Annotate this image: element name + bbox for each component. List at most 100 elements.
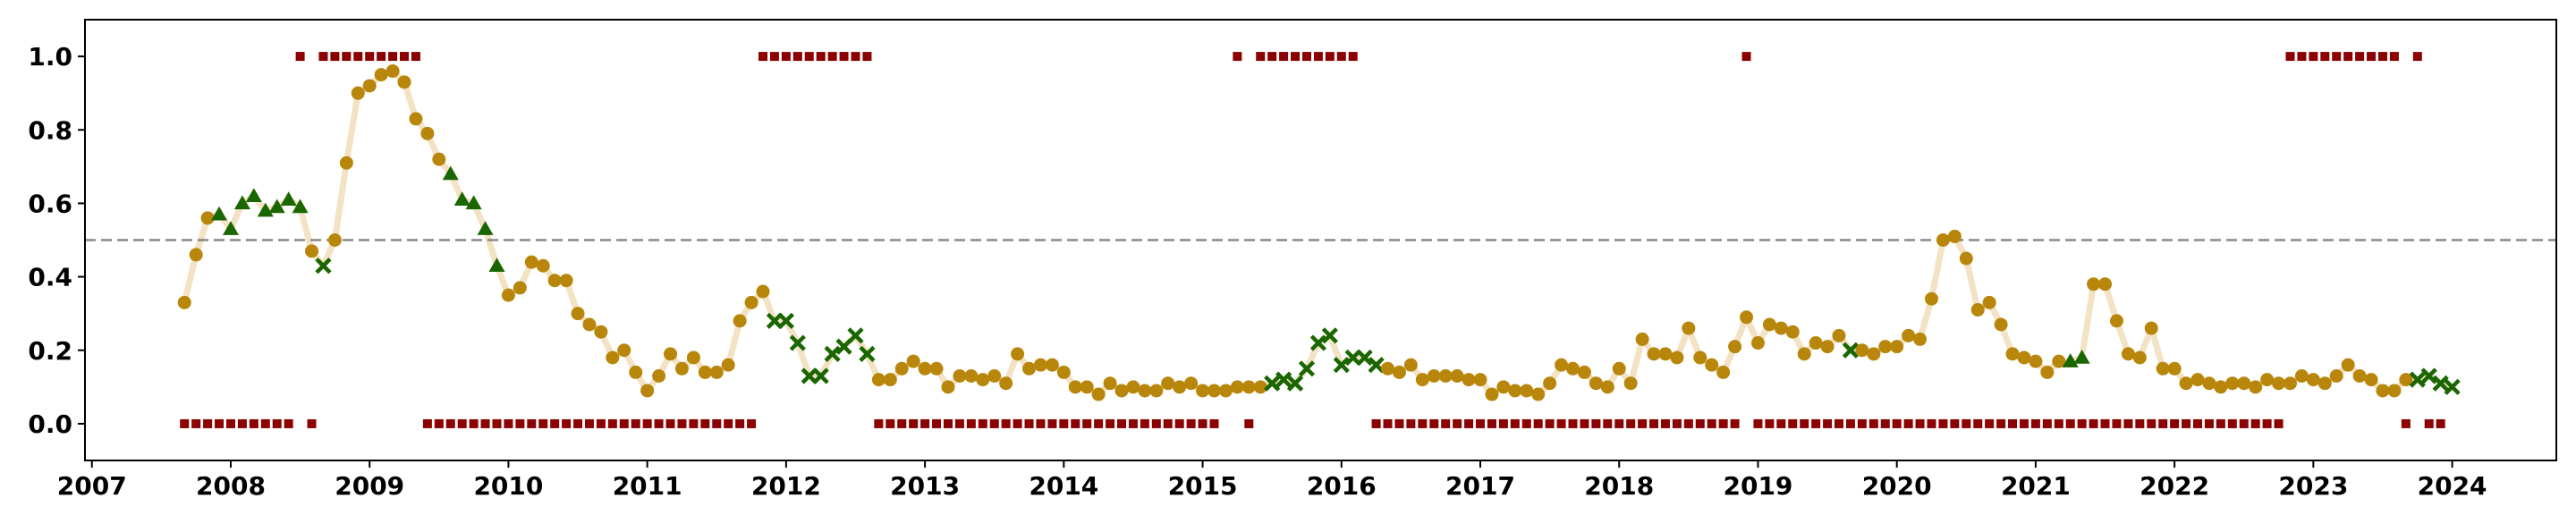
data-point-circle: [674, 361, 689, 376]
cross-stroke: [1333, 357, 1350, 374]
data-point-cross: [1264, 375, 1281, 392]
flag-low-marker: [2216, 418, 2225, 428]
flag-high-marker: [1279, 52, 1289, 62]
data-point-cross: [847, 327, 864, 344]
flag-high-marker: [2297, 52, 2307, 62]
flag-low-marker: [1845, 418, 1855, 428]
flag-low-marker: [1603, 418, 1613, 428]
data-point-circle: [571, 307, 585, 321]
flag-low-marker: [1453, 418, 1462, 428]
x-tick-label: 2008: [196, 471, 266, 501]
data-point-circle: [1126, 380, 1140, 394]
y-tick-label: 1.0: [28, 42, 72, 72]
flag-low-marker: [1036, 418, 1046, 428]
flag-low-marker: [2112, 418, 2122, 428]
data-point-circle: [1600, 380, 1614, 394]
flag-low-marker: [1765, 418, 1775, 428]
data-point-circle: [721, 358, 735, 372]
data-point-circle: [941, 380, 955, 394]
flag-high-marker: [2412, 52, 2422, 62]
data-point-triangle: [477, 221, 494, 235]
data-point-circle: [1890, 340, 1904, 354]
flag-low-marker: [1441, 418, 1451, 428]
flag-low-marker: [434, 418, 444, 428]
data-point-circle: [2109, 314, 2123, 328]
data-point-circle: [1462, 373, 1476, 387]
flag-low-marker: [1198, 418, 1208, 428]
data-point-circle: [2190, 373, 2205, 387]
flag-high-marker: [318, 52, 328, 62]
flag-low-marker: [1718, 418, 1728, 428]
flag-low-marker: [457, 418, 467, 428]
data-point-circle: [2098, 277, 2113, 291]
data-point-circle: [1520, 384, 1534, 398]
data-point-circle: [1207, 384, 1221, 398]
flag-low-marker: [584, 418, 594, 428]
data-point-triangle: [257, 202, 274, 217]
flag-low-marker: [2135, 418, 2145, 428]
data-point-circle: [1184, 376, 1199, 391]
flag-low-marker: [445, 418, 455, 428]
data-point-cross: [1842, 342, 1860, 359]
flag-low-marker: [1556, 418, 1566, 428]
flag-high-marker: [2285, 52, 2295, 62]
data-point-circle: [871, 373, 886, 387]
flag-high-marker: [2309, 52, 2318, 62]
flag-low-marker: [989, 418, 999, 428]
flag-low-marker: [1094, 418, 1104, 428]
data-point-circle: [2318, 376, 2332, 391]
data-point-circle: [386, 64, 400, 79]
cross-stroke: [2432, 375, 2449, 392]
data-point-cross: [2432, 375, 2449, 392]
data-point-circle: [2399, 373, 2413, 387]
data-point-cross: [1321, 327, 1338, 344]
flag-low-marker: [747, 418, 757, 428]
flag-low-marker: [665, 418, 675, 428]
data-point-circle: [339, 156, 353, 170]
flag-low-marker: [1545, 418, 1555, 428]
data-point-cross: [2420, 367, 2437, 384]
data-point-circle: [2029, 354, 2043, 368]
cross-stroke: [2444, 378, 2461, 395]
data-point-circle: [1820, 340, 1835, 354]
flag-low-marker: [422, 418, 432, 428]
data-point-cross: [835, 338, 852, 355]
flag-high-marker: [330, 52, 340, 62]
data-point-triangle: [245, 188, 262, 202]
data-point-circle: [1589, 376, 1603, 391]
data-point-circle: [327, 233, 342, 247]
flag-low-marker: [1487, 418, 1496, 428]
flag-low-marker: [920, 418, 930, 428]
data-point-circle: [1241, 380, 1256, 394]
flag-low-marker: [1117, 418, 1127, 428]
flag-low-marker: [1047, 418, 1057, 428]
data-point-circle: [1161, 376, 1175, 391]
flag-low-marker: [2424, 418, 2434, 428]
x-tick-label: 2007: [57, 471, 127, 501]
data-point-circle: [1785, 325, 1800, 339]
data-point-circle: [756, 284, 770, 299]
data-point-circle: [709, 365, 724, 379]
cross-stroke: [789, 334, 806, 351]
data-point-circle: [1103, 376, 1117, 391]
flag-low-marker: [1962, 418, 1971, 428]
data-point-circle: [1809, 336, 1823, 350]
cross-stroke: [315, 258, 332, 274]
y-tick-label: 0.6: [28, 189, 72, 218]
data-point-triangle: [453, 191, 470, 207]
flag-high-marker: [1233, 52, 1242, 62]
data-point-circle: [2283, 376, 2297, 391]
data-point-circle: [929, 361, 944, 376]
data-point-circle: [953, 369, 967, 384]
flag-low-marker: [1753, 418, 1763, 428]
flag-low-marker: [1857, 418, 1867, 428]
flag-low-marker: [1868, 418, 1878, 428]
data-point-circle: [964, 369, 979, 384]
data-point-circle: [1913, 332, 1928, 346]
flag-low-marker: [180, 418, 190, 428]
x-tick-label: 2012: [751, 471, 821, 501]
flag-low-marker: [2030, 418, 2040, 428]
data-point-circle: [1647, 347, 1661, 361]
data-point-circle: [1855, 343, 1869, 358]
data-point-circle: [594, 325, 608, 339]
